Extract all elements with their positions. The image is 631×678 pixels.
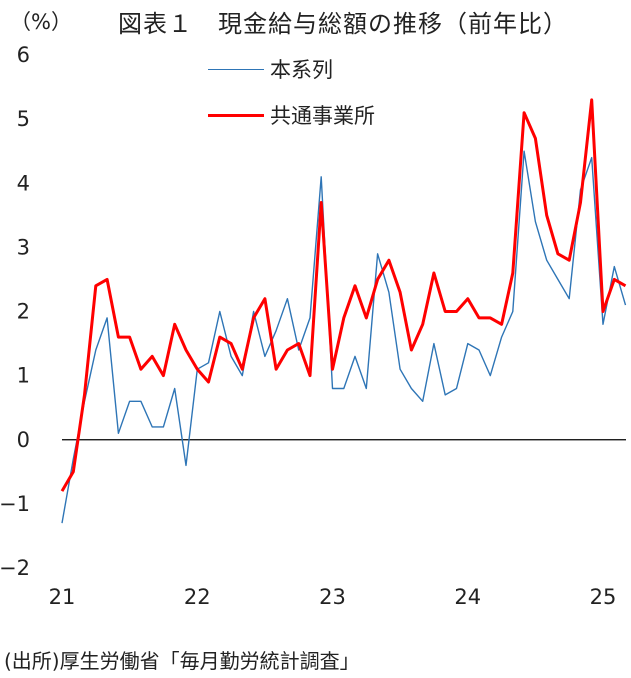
y-tick-label: 6: [17, 43, 30, 67]
y-axis-tick-labels: −2 −1 0 1 2 3 4 5 6: [0, 43, 30, 580]
y-tick-label: 5: [17, 107, 30, 131]
y-tick-label: 2: [17, 300, 30, 324]
x-tick-label: 24: [454, 585, 481, 609]
legend-item-series-2: 共通事業所: [208, 100, 375, 130]
series-line-1: [61, 150, 627, 524]
y-tick-label: −1: [0, 492, 30, 516]
y-unit-label: （%）: [10, 10, 72, 34]
legend-label-series-1: 本系列: [270, 58, 333, 82]
y-tick-label: −2: [0, 556, 30, 580]
source-note: (出所)厚生労働省「毎月勤労統計調査」: [4, 649, 360, 673]
x-tick-label: 22: [184, 585, 211, 609]
x-axis-tick-labels: 21 22 23 24 25: [49, 585, 617, 609]
legend-item-series-1: 本系列: [208, 54, 333, 84]
series-line-2: [60, 98, 627, 492]
chart-title: 図表１ 現金給与総額の推移（前年比）: [118, 10, 568, 38]
x-tick-label: 25: [590, 585, 617, 609]
y-tick-label: 3: [17, 235, 30, 259]
x-tick-label: 23: [319, 585, 346, 609]
legend-swatch-series-2: [208, 113, 264, 117]
y-tick-label: 1: [17, 364, 30, 388]
legend-swatch-series-1: [208, 68, 264, 70]
series-layer: [60, 98, 627, 524]
x-tick-label: 21: [49, 585, 76, 609]
y-tick-label: 0: [17, 428, 30, 452]
y-tick-label: 4: [17, 171, 30, 195]
legend-label-series-2: 共通事業所: [270, 104, 375, 128]
